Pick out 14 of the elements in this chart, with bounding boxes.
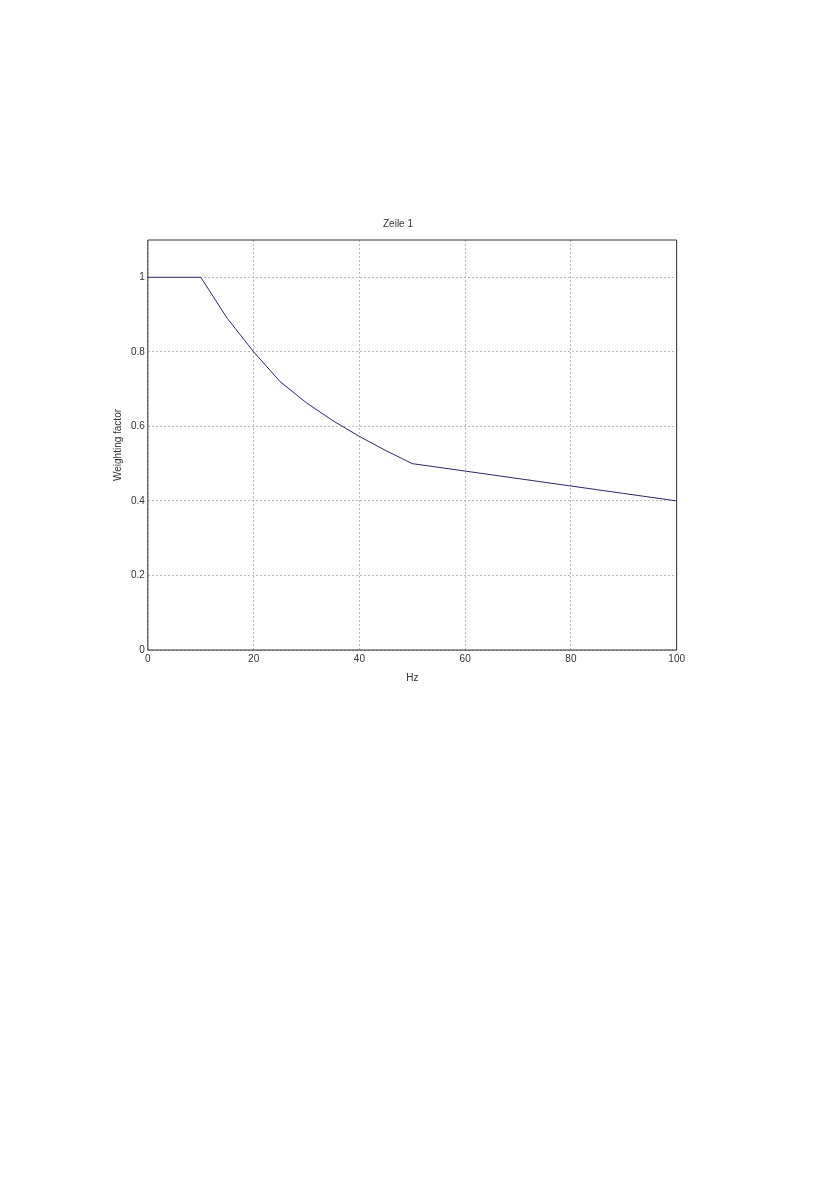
x-tick-label: 40 (353, 652, 366, 664)
x-tick-label: 100 (668, 652, 686, 664)
x-tick-label: 60 (459, 652, 472, 664)
y-tick-label: 0.4 (131, 494, 146, 506)
y-tick-label: 0 (139, 643, 146, 655)
x-tick-label: 80 (565, 652, 577, 664)
y-tick-label: 1 (139, 271, 146, 283)
x-axis-title: Hz (406, 671, 419, 683)
y-tick-label: 0.6 (131, 420, 146, 432)
y-tick-label: 0.2 (131, 569, 146, 581)
chart-title: Zeile 1 (382, 217, 414, 229)
y-tick-label: 0.8 (131, 345, 146, 357)
x-tick-label: 20 (248, 652, 260, 664)
y-axis-title: Weighting factor (111, 408, 123, 482)
